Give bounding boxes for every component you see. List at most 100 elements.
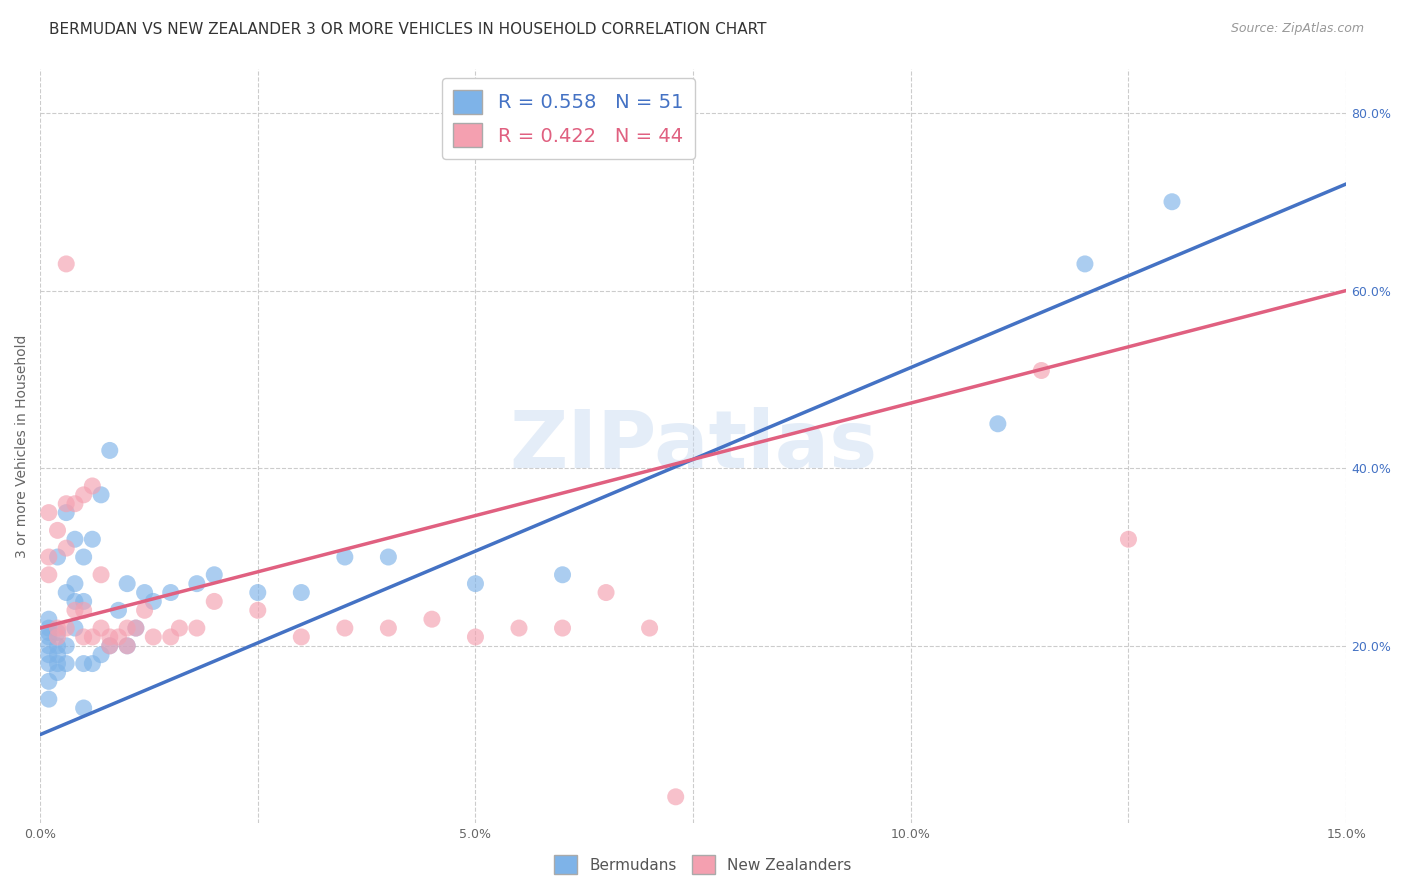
Point: [107, 603, 129, 617]
Point: [333, 549, 356, 564]
Point: [38, 612, 60, 626]
Point: [1031, 363, 1053, 377]
Point: [142, 594, 165, 608]
Point: [125, 621, 148, 635]
Point: [202, 594, 225, 608]
Point: [107, 630, 129, 644]
Point: [595, 585, 617, 599]
Point: [38, 549, 60, 564]
Point: [38, 657, 60, 671]
Point: [159, 630, 181, 644]
Point: [55, 257, 77, 271]
Point: [665, 789, 688, 804]
Point: [72, 594, 94, 608]
Point: [46, 657, 69, 671]
Point: [142, 630, 165, 644]
Point: [134, 603, 156, 617]
Point: [63, 594, 86, 608]
Point: [98, 443, 121, 458]
Point: [98, 630, 121, 644]
Point: [72, 603, 94, 617]
Point: [38, 506, 60, 520]
Point: [46, 639, 69, 653]
Point: [134, 585, 156, 599]
Point: [90, 621, 112, 635]
Point: [90, 648, 112, 662]
Point: [246, 603, 269, 617]
Point: [98, 639, 121, 653]
Y-axis label: 3 or more Vehicles in Household: 3 or more Vehicles in Household: [15, 334, 30, 558]
Point: [82, 479, 104, 493]
Point: [46, 524, 69, 538]
Point: [55, 621, 77, 635]
Point: [46, 621, 69, 635]
Point: [38, 639, 60, 653]
Point: [551, 621, 574, 635]
Point: [38, 674, 60, 689]
Point: [464, 576, 486, 591]
Point: [38, 625, 60, 640]
Point: [46, 665, 69, 680]
Point: [290, 630, 312, 644]
Point: [82, 657, 104, 671]
Point: [159, 585, 181, 599]
Point: [82, 533, 104, 547]
Point: [90, 488, 112, 502]
Point: [63, 603, 86, 617]
Point: [290, 585, 312, 599]
Point: [987, 417, 1010, 431]
Point: [38, 567, 60, 582]
Point: [333, 621, 356, 635]
Point: [82, 630, 104, 644]
Point: [72, 701, 94, 715]
Point: [186, 621, 208, 635]
Point: [46, 648, 69, 662]
Point: [115, 639, 138, 653]
Point: [46, 625, 69, 640]
Point: [508, 621, 530, 635]
Text: ZIPatlas: ZIPatlas: [509, 407, 877, 485]
Point: [464, 630, 486, 644]
Point: [115, 621, 138, 635]
Point: [72, 488, 94, 502]
Point: [55, 541, 77, 555]
Point: [1118, 533, 1140, 547]
Legend: Bermudans, New Zealanders: Bermudans, New Zealanders: [548, 849, 858, 880]
Point: [63, 576, 86, 591]
Point: [38, 692, 60, 706]
Point: [90, 567, 112, 582]
Point: [551, 567, 574, 582]
Point: [186, 576, 208, 591]
Point: [38, 630, 60, 644]
Point: [55, 657, 77, 671]
Point: [125, 621, 148, 635]
Point: [55, 497, 77, 511]
Point: [38, 648, 60, 662]
Point: [72, 630, 94, 644]
Point: [1161, 194, 1184, 209]
Point: [169, 621, 191, 635]
Point: [638, 621, 661, 635]
Legend: R = 0.558   N = 51, R = 0.422   N = 44: R = 0.558 N = 51, R = 0.422 N = 44: [441, 78, 695, 159]
Point: [202, 567, 225, 582]
Point: [115, 576, 138, 591]
Point: [115, 639, 138, 653]
Point: [55, 639, 77, 653]
Point: [55, 585, 77, 599]
Point: [46, 630, 69, 644]
Point: [246, 585, 269, 599]
Point: [55, 506, 77, 520]
Point: [72, 657, 94, 671]
Point: [63, 497, 86, 511]
Text: Source: ZipAtlas.com: Source: ZipAtlas.com: [1230, 22, 1364, 36]
Point: [98, 639, 121, 653]
Point: [377, 621, 399, 635]
Point: [72, 549, 94, 564]
Point: [420, 612, 443, 626]
Point: [377, 549, 399, 564]
Point: [63, 621, 86, 635]
Point: [38, 621, 60, 635]
Point: [1074, 257, 1097, 271]
Point: [63, 533, 86, 547]
Point: [46, 549, 69, 564]
